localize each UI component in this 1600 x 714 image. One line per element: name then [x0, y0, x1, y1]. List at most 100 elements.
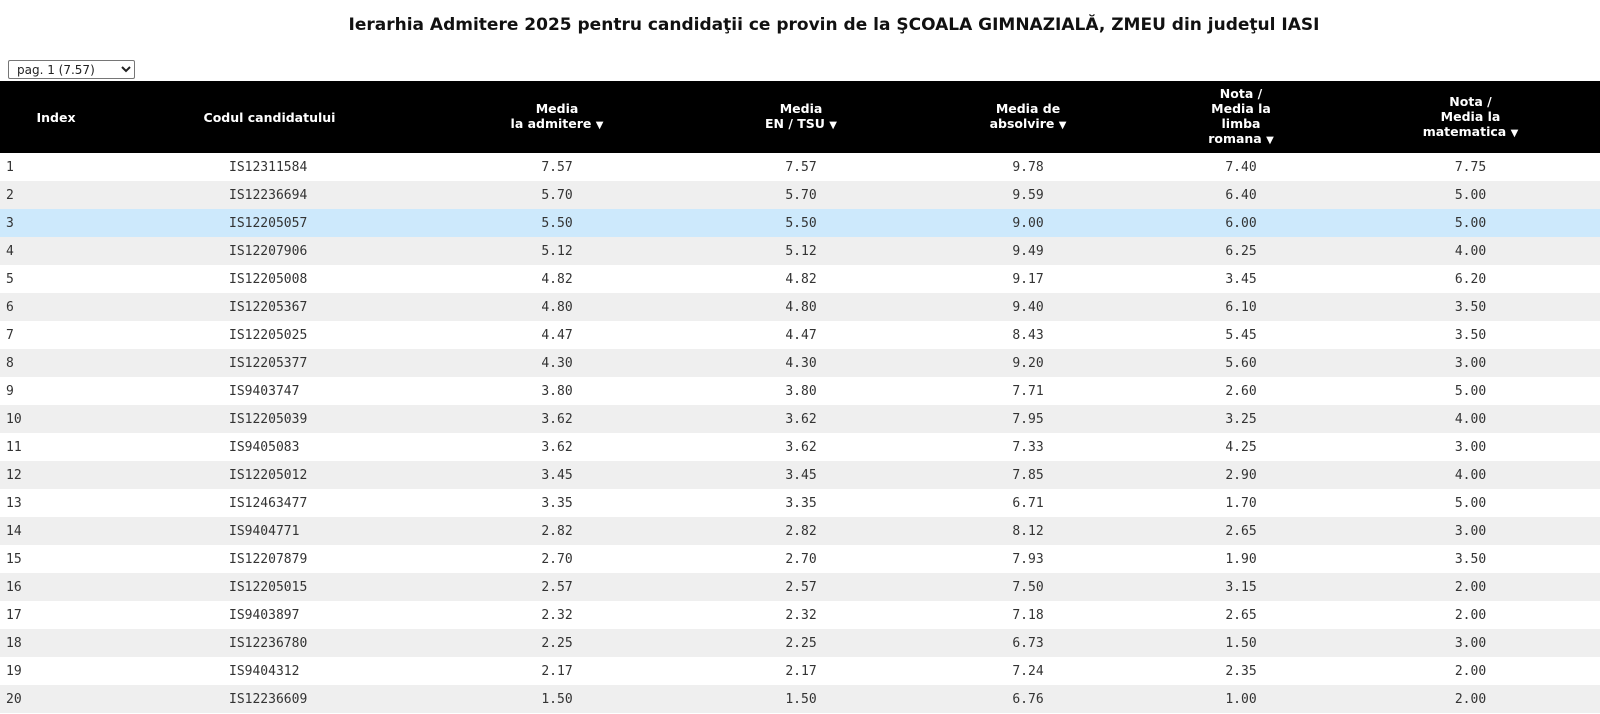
table-row[interactable]: 20 IS12236609 1.50 1.50 6.76 1.00 2.00 — [0, 685, 1600, 713]
media-en-cell: 7.57 — [785, 159, 817, 175]
table-row[interactable]: 2 IS12236694 5.70 5.70 9.59 6.40 5.00 — [0, 181, 1600, 209]
column-header-label: EN / TSU — [764, 116, 825, 131]
media-en-cell: 3.62 — [785, 411, 817, 427]
column-header-media_admitere[interactable]: Media la admitere ▼ — [427, 81, 687, 153]
table-row[interactable]: 8 IS12205377 4.30 4.30 9.20 5.60 3.00 — [0, 349, 1600, 377]
index-cell: 9 — [6, 383, 14, 399]
media-absolvire-cell: 7.71 — [1012, 383, 1044, 399]
index-cell: 3 — [6, 215, 14, 231]
column-header-label: Nota / — [1219, 86, 1263, 101]
nota-romana-cell: 2.35 — [1225, 663, 1257, 679]
media-absolvire-cell: 9.78 — [1012, 159, 1044, 175]
table-header: Index Codul candidatului Media la admitere … — [0, 81, 1600, 153]
triangle-down-icon[interactable]: ▼ — [1266, 135, 1274, 146]
column-header-label: Media la — [1440, 108, 1501, 124]
table-row[interactable]: 16 IS12205015 2.57 2.57 7.50 3.15 2.00 — [0, 573, 1600, 601]
media-absolvire-cell: 7.95 — [1012, 411, 1044, 427]
nota-romana-cell: 3.15 — [1225, 579, 1257, 595]
media-admitere-cell: 3.80 — [541, 383, 573, 399]
nota-mate-cell: 6.20 — [1454, 271, 1487, 287]
triangle-down-icon[interactable]: ▼ — [595, 120, 604, 131]
triangle-down-icon[interactable]: ▼ — [1058, 120, 1067, 131]
nota-romana-cell: 6.40 — [1225, 187, 1257, 203]
code-cell: IS12236609 — [229, 691, 308, 707]
nota-romana-cell: 2.65 — [1225, 607, 1257, 623]
nota-mate-cell: 3.00 — [1454, 439, 1487, 455]
index-cell: 13 — [6, 495, 22, 511]
media-admitere-cell: 7.57 — [541, 159, 573, 175]
table-row[interactable]: 10 IS12205039 3.62 3.62 7.95 3.25 4.00 — [0, 405, 1600, 433]
table-row[interactable]: 19 IS9404312 2.17 2.17 7.24 2.35 2.00 — [0, 657, 1600, 685]
media-admitere-cell: 4.82 — [541, 271, 573, 287]
media-absolvire-cell: 7.93 — [1012, 551, 1044, 567]
media-admitere-cell: 5.70 — [541, 187, 573, 203]
table-row[interactable]: 17 IS9403897 2.32 2.32 7.18 2.65 2.00 — [0, 601, 1600, 629]
table-row[interactable]: 15 IS12207879 2.70 2.70 7.93 1.90 3.50 — [0, 545, 1600, 573]
nota-mate-cell: 3.50 — [1454, 327, 1487, 343]
table-row[interactable]: 14 IS9404771 2.82 2.82 8.12 2.65 3.00 — [0, 517, 1600, 545]
media-en-cell: 3.80 — [785, 383, 817, 399]
index-cell: 16 — [6, 579, 22, 595]
column-header-label: romana — [1208, 131, 1262, 146]
index-cell: 15 — [6, 551, 22, 567]
table-row[interactable]: 18 IS12236780 2.25 2.25 6.73 1.50 3.00 — [0, 629, 1600, 657]
nota-romana-cell: 4.25 — [1225, 439, 1257, 455]
nota-mate-cell: 5.00 — [1454, 187, 1487, 203]
code-cell: IS12205012 — [229, 467, 308, 483]
table-row[interactable]: 6 IS12205367 4.80 4.80 9.40 6.10 3.50 — [0, 293, 1600, 321]
nota-romana-cell: 7.40 — [1225, 159, 1257, 175]
media-admitere-cell: 2.70 — [541, 551, 573, 567]
media-en-cell: 2.57 — [785, 579, 817, 595]
code-cell: IS9403897 — [229, 607, 300, 623]
nota-romana-cell: 2.90 — [1225, 467, 1257, 483]
table-row[interactable]: 11 IS9405083 3.62 3.62 7.33 4.25 3.00 — [0, 433, 1600, 461]
media-admitere-cell: 2.17 — [541, 663, 573, 679]
table-row[interactable]: 1 IS12311584 7.57 7.57 9.78 7.40 7.75 — [0, 153, 1600, 181]
page-title: Ierarhia Admitere 2025 pentru candidaţii… — [348, 15, 1320, 36]
column-header-nota_mate[interactable]: Nota / Media la matematica ▼ — [1341, 81, 1600, 153]
code-cell: IS12205377 — [229, 355, 308, 371]
media-admitere-cell: 2.82 — [541, 523, 573, 539]
index-cell: 18 — [6, 635, 22, 651]
column-header-label: Nota / — [1449, 93, 1492, 109]
media-admitere-cell: 4.80 — [541, 299, 573, 315]
triangle-down-icon[interactable]: ▼ — [1510, 127, 1519, 139]
media-en-cell: 4.47 — [785, 327, 817, 343]
table-row[interactable]: 12 IS12205012 3.45 3.45 7.85 2.90 4.00 — [0, 461, 1600, 489]
media-absolvire-cell: 6.71 — [1012, 495, 1044, 511]
table-row[interactable]: 4 IS12207906 5.12 5.12 9.49 6.25 4.00 — [0, 237, 1600, 265]
media-absolvire-cell: 9.00 — [1012, 215, 1044, 231]
media-en-cell: 2.17 — [785, 663, 817, 679]
media-absolvire-cell: 6.73 — [1012, 635, 1044, 651]
nota-romana-cell: 6.00 — [1225, 215, 1257, 231]
code-cell: IS12311584 — [229, 159, 308, 175]
column-header-media_en[interactable]: Media EN / TSU ▼ — [687, 81, 915, 153]
table-row[interactable]: 13 IS12463477 3.35 3.35 6.71 1.70 5.00 — [0, 489, 1600, 517]
table-row[interactable]: 7 IS12205025 4.47 4.47 8.43 5.45 3.50 — [0, 321, 1600, 349]
code-cell: IS12236780 — [229, 635, 308, 651]
nota-romana-cell: 5.60 — [1225, 355, 1257, 371]
nota-mate-cell: 2.00 — [1454, 663, 1487, 679]
index-cell: 5 — [6, 271, 14, 287]
triangle-down-icon[interactable]: ▼ — [829, 120, 837, 131]
index-cell: 17 — [6, 607, 22, 623]
code-cell: IS9403747 — [229, 383, 300, 399]
column-header-code: Codul candidatului — [112, 81, 427, 153]
media-admitere-cell: 3.35 — [541, 495, 573, 511]
table-row[interactable]: 3 IS12205057 5.50 5.50 9.00 6.00 5.00 — [0, 209, 1600, 237]
nota-romana-cell: 1.00 — [1225, 691, 1257, 707]
index-cell: 4 — [6, 243, 14, 259]
column-header-index: Index — [0, 81, 112, 153]
code-cell: IS12205008 — [229, 271, 308, 287]
table-row[interactable]: 9 IS9403747 3.80 3.80 7.71 2.60 5.00 — [0, 377, 1600, 405]
index-cell: 1 — [6, 159, 14, 175]
column-header-nota_romana[interactable]: Nota / Media la limba romana ▼ — [1141, 81, 1341, 153]
code-cell: IS9404771 — [229, 523, 300, 539]
table-row[interactable]: 5 IS12205008 4.82 4.82 9.17 3.45 6.20 — [0, 265, 1600, 293]
media-admitere-cell: 2.57 — [541, 579, 573, 595]
media-absolvire-cell: 7.33 — [1012, 439, 1044, 455]
nota-mate-cell: 5.00 — [1454, 383, 1487, 399]
media-admitere-cell: 5.50 — [541, 215, 573, 231]
page-select[interactable]: pag. 1 (7.57) — [8, 60, 135, 79]
column-header-media_absolvire[interactable]: Media de absolvire ▼ — [915, 81, 1141, 153]
